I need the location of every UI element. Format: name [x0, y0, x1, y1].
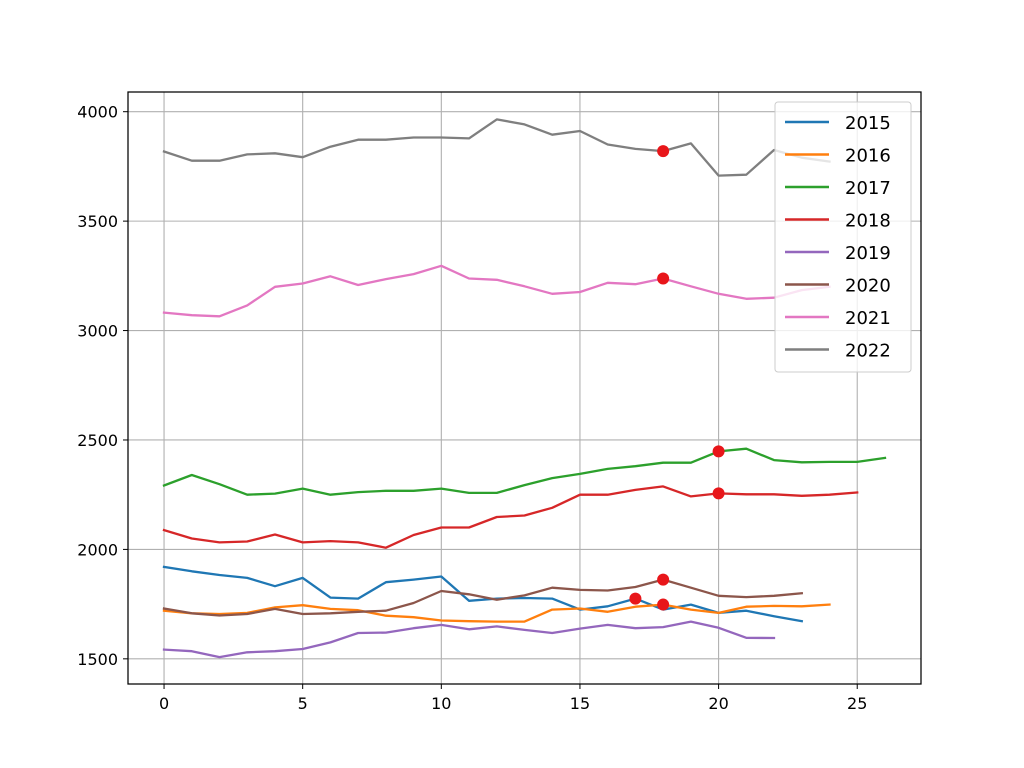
series-line-2016: [162, 603, 831, 623]
highlight-points: [629, 145, 725, 611]
series-line-2020: [162, 578, 804, 617]
x-tick-label: 0: [159, 694, 169, 713]
legend-label-2022: 2022: [845, 341, 891, 362]
highlight-point-2021: [657, 272, 670, 285]
series-line-2018: [162, 485, 859, 549]
y-tick-label: 2500: [77, 431, 118, 450]
y-tick-label: 1500: [77, 650, 118, 669]
legend-label-2017: 2017: [845, 178, 891, 199]
x-tick-label: 20: [708, 694, 728, 713]
axis-ticks: 0 5 10 15 20 25 1500 2000 2500 3000 3500 4000: [77, 103, 867, 713]
x-tick-label: 25: [847, 694, 867, 713]
highlight-point-2022: [657, 145, 670, 158]
legend-label-2018: 2018: [845, 211, 891, 232]
series-line-2015: [162, 565, 804, 623]
series-lines: [162, 118, 887, 659]
legend-label-2016: 2016: [845, 146, 891, 167]
x-tick-label: 10: [431, 694, 451, 713]
highlight-point-2015: [629, 592, 642, 605]
series-line-2022: [162, 118, 831, 177]
legend: 2015 2016 2017 2018 2019 2020 2021 2022: [774, 101, 912, 373]
y-tick-label: 2000: [77, 540, 118, 559]
series-line-2017: [162, 447, 887, 496]
plot-frame: [127, 91, 922, 685]
y-tick-label: 4000: [77, 103, 118, 122]
legend-label-2019: 2019: [845, 243, 891, 264]
highlight-point-2018: [712, 487, 725, 500]
legend-box: [774, 101, 912, 373]
x-tick-label: 15: [570, 694, 590, 713]
series-line-2021: [162, 264, 831, 318]
y-tick-label: 3500: [77, 212, 118, 231]
highlight-point-2017: [712, 445, 725, 458]
highlight-point-2020: [657, 573, 670, 586]
legend-label-2015: 2015: [845, 113, 891, 134]
series-line-2019: [162, 620, 776, 659]
legend-label-2020: 2020: [845, 276, 891, 297]
y-tick-label: 3000: [77, 322, 118, 341]
highlight-point-2016: [657, 598, 670, 611]
x-tick-label: 5: [298, 694, 308, 713]
legend-label-2021: 2021: [845, 308, 891, 329]
